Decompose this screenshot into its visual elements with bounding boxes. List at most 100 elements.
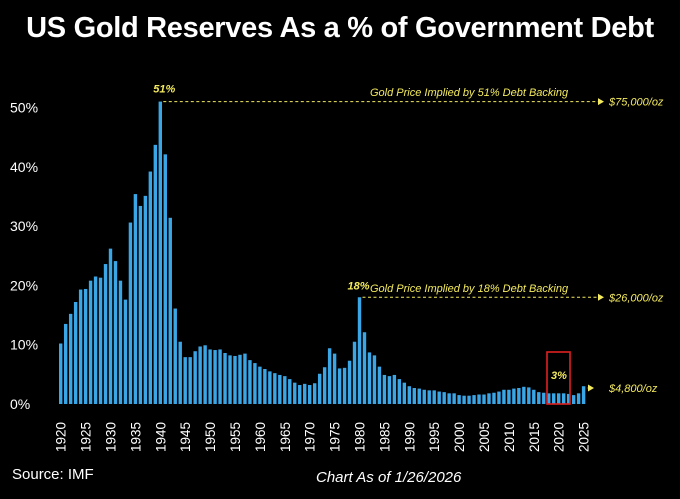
bar-1956 — [238, 354, 242, 404]
bar-1985 — [382, 374, 387, 404]
bar-1963 — [273, 373, 277, 404]
bar-1974 — [327, 348, 332, 404]
bar-1940 — [158, 101, 162, 404]
bar-1964 — [278, 374, 282, 404]
x-tick-label: 1980 — [353, 422, 368, 452]
bar-1951 — [213, 350, 217, 404]
bar-2012 — [517, 387, 521, 404]
bar-1975 — [332, 353, 337, 405]
x-tick-label: 1950 — [203, 422, 218, 452]
bar-1947 — [193, 351, 197, 404]
bar-1941 — [163, 154, 167, 404]
bar-2011 — [512, 388, 516, 404]
bar-1962 — [268, 371, 272, 404]
bar-1950 — [208, 349, 212, 404]
bar-2013 — [522, 386, 526, 404]
bar-2017 — [542, 392, 546, 404]
bar-1922 — [68, 313, 73, 404]
x-tick-label: 2020 — [552, 422, 567, 452]
bar-2016 — [537, 392, 541, 404]
bar-1929 — [103, 264, 108, 404]
x-tick-label: 1935 — [128, 422, 143, 452]
bar-2021 — [561, 393, 566, 404]
annotations: 51% Gold Price Implied by 51% Debt Backin… — [153, 84, 664, 405]
y-tick-label: 10% — [10, 337, 38, 353]
latest-2025-label: 3% — [551, 370, 567, 382]
bar-2007 — [492, 392, 496, 404]
bar-1928 — [98, 277, 103, 404]
y-tick-label: 50% — [10, 100, 38, 116]
bar-2009 — [502, 389, 506, 404]
bar-1976 — [337, 368, 342, 404]
bar-1961 — [263, 369, 267, 404]
implied-51-label: Gold Price Implied by 51% Debt Backing — [370, 87, 569, 99]
bar-2004 — [477, 394, 481, 404]
bar-1937 — [143, 195, 148, 404]
bar-1989 — [402, 382, 407, 404]
bar-1978 — [347, 360, 352, 404]
bar-2002 — [467, 395, 471, 404]
bar-1938 — [148, 171, 153, 404]
x-axis: 1920 1925 1930 1935 1940 1945 1950 1955 1960 1965… — [54, 422, 592, 452]
x-tick-label: 1960 — [253, 422, 268, 452]
bar-2010 — [507, 389, 511, 404]
bar-1934 — [128, 222, 133, 404]
peak-1980-label: 18% — [347, 280, 369, 292]
bar-1945 — [183, 357, 187, 404]
x-tick-label: 1940 — [153, 422, 168, 452]
bar-1995 — [432, 390, 436, 404]
bar-1942 — [168, 217, 172, 404]
x-tick-label: 1995 — [427, 422, 442, 452]
x-tick-label: 1970 — [303, 422, 318, 452]
bar-2001 — [462, 395, 466, 404]
bar-1966 — [288, 379, 292, 404]
bar-1988 — [397, 379, 402, 404]
price-26000-label: $26,000/oz — [608, 292, 664, 304]
bar-2020 — [557, 393, 561, 404]
bar-1977 — [342, 367, 347, 404]
y-tick-label: 40% — [10, 159, 38, 175]
bar-1991 — [412, 387, 416, 404]
bar-2000 — [457, 395, 461, 404]
y-tick-label: 20% — [10, 277, 38, 293]
bar-1948 — [198, 346, 202, 404]
bar-1999 — [452, 393, 456, 404]
bar-2023 — [571, 395, 576, 404]
chart-date: Chart As of 1/26/2026 — [316, 469, 462, 486]
y-tick-label: 0% — [10, 396, 30, 412]
x-tick-label: 2015 — [527, 422, 542, 452]
x-tick-label: 1930 — [104, 422, 119, 452]
bar-1953 — [223, 353, 227, 404]
bar-1954 — [228, 355, 232, 404]
bar-2005 — [482, 394, 486, 404]
x-tick-label: 1955 — [228, 422, 243, 452]
bar-1952 — [218, 349, 222, 404]
implied-51-line-arrowhead — [598, 98, 604, 106]
bar-1955 — [233, 355, 237, 404]
bar-1939 — [153, 144, 158, 405]
bar-1946 — [188, 357, 192, 404]
chart-title: US Gold Reserves As a % of Government De… — [26, 12, 654, 44]
x-tick-label: 2010 — [502, 422, 517, 452]
implied-18-line-arrowhead — [598, 293, 604, 301]
bar-1930 — [108, 248, 113, 404]
bar-1994 — [427, 390, 431, 404]
bar-1971 — [312, 383, 317, 404]
bar-1965 — [283, 376, 287, 404]
bar-1981 — [362, 332, 367, 404]
bar-1959 — [253, 363, 257, 404]
bar-1973 — [322, 367, 327, 404]
bar-1998 — [447, 393, 451, 404]
bar-1972 — [317, 373, 322, 404]
current-3-line-arrowhead — [588, 384, 594, 392]
bar-1924 — [78, 289, 83, 404]
bar-2024 — [576, 393, 581, 404]
bar-1968 — [298, 385, 302, 404]
bar-1927 — [93, 276, 98, 404]
bar-1996 — [437, 391, 441, 404]
bar-1980 — [357, 297, 362, 404]
y-tick-label: 30% — [10, 218, 38, 234]
bar-2014 — [527, 387, 531, 404]
x-tick-label: 1965 — [278, 422, 293, 452]
bar-1957 — [243, 353, 247, 405]
